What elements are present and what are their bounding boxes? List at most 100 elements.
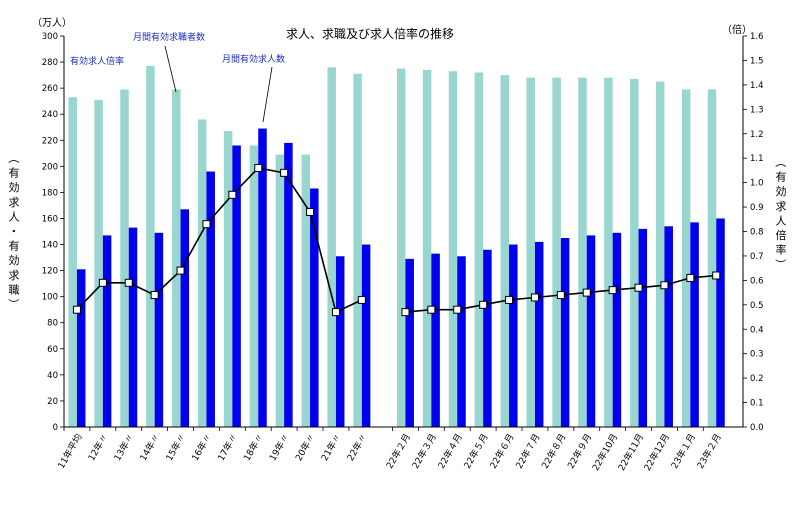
y2-tick-label: 1.1 — [750, 154, 764, 164]
y-tick-label: 40 — [47, 371, 58, 381]
bar-job-seekers — [526, 77, 535, 427]
bar-job-seekers — [197, 119, 207, 427]
ratio-marker — [712, 271, 721, 280]
svg-text:倍: 倍 — [776, 228, 787, 242]
chart-title: 求人、求職及び求人倍率の推移 — [286, 26, 454, 41]
bar-job-openings — [716, 218, 725, 427]
bar-job-seekers — [275, 154, 285, 427]
svg-text:人: 人 — [9, 210, 20, 223]
y-tick-label: 160 — [42, 214, 58, 224]
y2-tick-label: 0.4 — [750, 325, 764, 335]
y2-tick-label: 0.9 — [750, 203, 764, 213]
bar-job-openings — [180, 209, 190, 427]
x-tick-label: 18年〃 — [241, 432, 266, 464]
y-tick-label: 120 — [42, 267, 58, 277]
ratio-marker — [150, 291, 159, 300]
y-tick-label: 280 — [42, 58, 58, 68]
x-tick-label: 16年〃 — [189, 432, 214, 464]
legend-label-ratio: 有効求人倍率 — [70, 55, 124, 67]
svg-text:）: ） — [774, 259, 787, 270]
ratio-marker — [582, 288, 591, 297]
ratio-marker — [176, 266, 185, 275]
x-tick-label: 13年〃 — [111, 432, 136, 464]
bar-job-seekers — [578, 77, 587, 427]
pointer-line-job-seekers — [164, 45, 177, 93]
ratio-marker — [686, 273, 695, 282]
ratio-marker — [505, 295, 514, 304]
bar-job-seekers — [681, 89, 691, 427]
svg-text:有: 有 — [776, 170, 787, 184]
svg-text:効: 効 — [776, 184, 787, 198]
y2-tick-label: 1.3 — [750, 105, 764, 115]
bar-job-seekers — [630, 79, 639, 427]
ratio-marker — [98, 278, 107, 287]
bar-job-seekers — [707, 89, 717, 427]
svg-text:・: ・ — [7, 226, 20, 237]
y-tick-label: 300 — [42, 32, 58, 42]
bar-job-openings — [638, 228, 648, 427]
bar-job-openings — [664, 226, 673, 427]
x-tick-label: 14年〃 — [137, 432, 162, 464]
bar-job-seekers — [223, 131, 233, 428]
bar-job-seekers — [655, 81, 665, 427]
svg-text:（: （ — [774, 157, 787, 168]
svg-text:率: 率 — [776, 243, 787, 257]
bar-job-seekers — [552, 77, 561, 427]
svg-text:効: 効 — [9, 180, 20, 194]
y2-tick-label: 0.7 — [750, 252, 764, 262]
bar-job-openings — [335, 256, 345, 427]
y2-tick-label: 0.1 — [750, 399, 764, 409]
x-tick-label: 19年〃 — [267, 432, 292, 464]
bar-job-seekers — [500, 75, 510, 427]
y-tick-label: 200 — [42, 162, 58, 172]
bar-job-openings — [310, 188, 319, 427]
y2-tick-label: 1.2 — [750, 130, 764, 140]
svg-text:効: 効 — [9, 253, 20, 267]
svg-text:有: 有 — [9, 166, 20, 180]
bar-job-openings — [284, 142, 293, 427]
x-tick-label: 21年〃 — [318, 432, 343, 464]
ratio-marker — [401, 308, 410, 317]
y2-tick-label: 0.5 — [750, 301, 764, 311]
bar-job-seekers — [68, 97, 77, 428]
x-tick-label: 23年２月 — [694, 432, 724, 471]
bars — [68, 65, 725, 428]
y2-tick-label: 0.6 — [750, 276, 764, 286]
y-tick-label: 180 — [42, 188, 58, 198]
bar-job-openings — [509, 244, 518, 427]
ratio-marker — [124, 278, 133, 287]
axes — [60, 35, 747, 431]
bar-job-openings — [76, 269, 86, 427]
bar-job-seekers — [353, 73, 362, 428]
bar-job-seekers — [120, 89, 129, 427]
ratio-marker — [608, 286, 617, 295]
x-tick-label: 22年５月 — [461, 432, 491, 471]
bar-job-openings — [102, 235, 112, 427]
y2-tick-label: 0.3 — [750, 350, 764, 360]
y2-tick-label: 0.8 — [750, 228, 764, 238]
x-tick-label: 12年〃 — [85, 432, 110, 464]
x-tick-label: 20年〃 — [293, 432, 318, 464]
y2-tick-label: 0.0 — [750, 423, 764, 433]
ratio-marker — [357, 295, 366, 304]
x-tick-label: 17年〃 — [215, 432, 240, 464]
y-tick-label: 60 — [47, 345, 58, 355]
y2-tick-label: 0.2 — [750, 374, 764, 384]
bar-job-seekers — [474, 72, 484, 427]
ratio-marker — [254, 163, 263, 172]
bar-job-openings — [258, 128, 267, 427]
bar-job-openings — [690, 222, 699, 427]
bar-job-openings — [405, 258, 414, 427]
ratio-marker — [427, 305, 436, 314]
legend-label-job-openings: 月間有効求人数 — [222, 53, 285, 65]
bar-job-seekers — [448, 71, 458, 427]
bar-job-seekers — [249, 145, 259, 428]
ratio-marker — [530, 293, 539, 302]
y-tick-label: 20 — [47, 397, 58, 407]
y-tick-label: 100 — [42, 293, 58, 303]
bar-job-openings — [483, 249, 492, 427]
svg-text:（: （ — [7, 153, 20, 164]
bar-job-seekers — [301, 154, 311, 427]
x-tick-label: 22年２月 — [383, 432, 413, 471]
